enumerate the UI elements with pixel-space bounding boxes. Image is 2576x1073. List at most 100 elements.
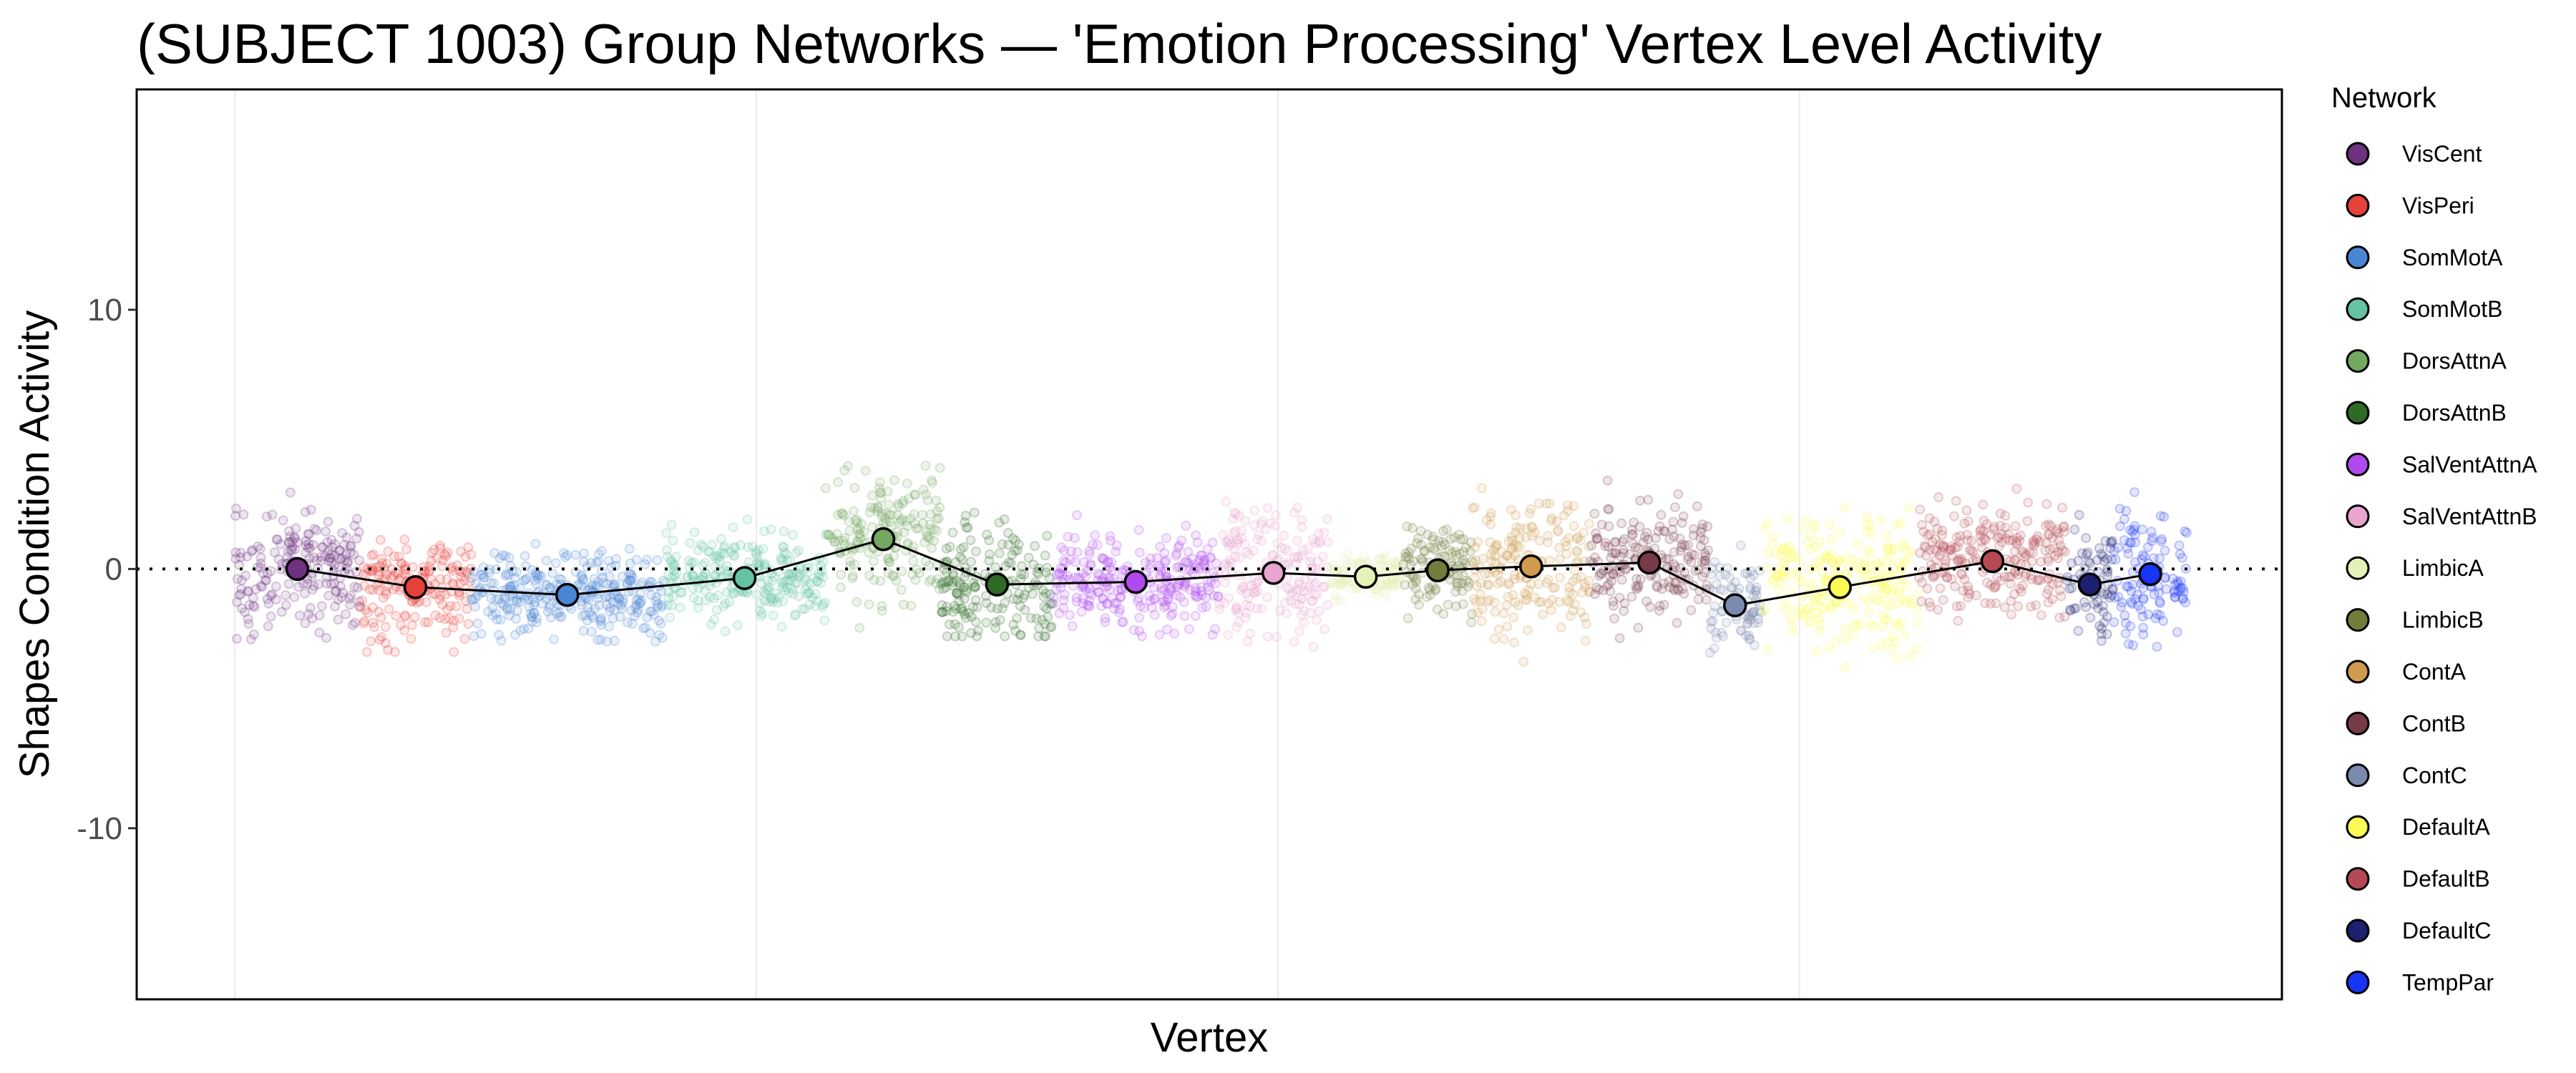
vertex-point [1480,569,1491,579]
vertex-point [726,547,736,557]
vertex-point [1042,531,1053,541]
vertex-point [362,564,373,574]
vertex-point [1223,561,1234,572]
legend-label: DefaultB [2402,866,2490,892]
vertex-point [944,619,955,629]
vertex-point [1279,530,1289,541]
vertex-point [669,559,680,569]
vertex-point [491,594,501,605]
vertex-point [357,595,368,606]
vertex-point [1672,617,1682,628]
vertex-point [570,549,581,560]
vertex-point [700,557,711,568]
vertex-point [1620,564,1631,575]
vertex-point [1544,555,1555,566]
vertex-point [927,543,937,554]
vertex-point [1835,526,1845,537]
vertex-point [1055,563,1066,574]
vertex-point [712,550,723,561]
vertex-point [1518,657,1529,667]
vertex-point [1453,578,1463,589]
vertex-point [2013,601,2024,612]
vertex-point [1166,585,1177,596]
vertex-point [698,542,708,552]
vertex-point [265,566,276,577]
vertex-point [293,582,304,592]
vertex-point [1064,609,1075,620]
vertex-point [354,555,364,566]
vertex-point [2110,554,2121,565]
vertex-point [883,499,894,510]
legend-item-ContC: ContC [2346,763,2467,788]
vertex-point [1978,499,1989,510]
legend-swatch [2346,142,2370,166]
vertex-point [789,610,800,621]
vertex-point [689,527,700,538]
vertex-point [1071,592,1082,603]
vertex-point [1703,545,1713,556]
vertex-point [242,552,253,562]
vertex-point [909,509,919,519]
vertex-point [1828,557,1838,567]
vertex-point [1589,509,1600,519]
vertex-point [614,594,625,604]
vertex-point [2155,511,2166,521]
vertex-point [349,520,360,531]
legend-swatch [2346,504,2370,529]
vertex-point [456,572,467,582]
vertex-point [1610,537,1621,548]
vertex-point [824,530,834,540]
vertex-point [847,573,857,584]
vertex-point [721,587,732,597]
vertex-point [396,619,406,630]
vertex-point [342,557,353,568]
vertex-point [541,555,552,566]
vertex-point [2121,506,2132,516]
vertex-point [763,582,774,592]
vertex-point [1294,626,1304,637]
vertex-point [1443,599,1453,610]
vertex-point [872,506,883,516]
vertex-point [1166,610,1176,621]
vertex-point [486,578,497,589]
vertex-point [1184,624,1194,635]
vertex-point [631,554,642,565]
vertex-point [1337,580,1347,591]
vertex-point [488,578,499,589]
vertex-point [260,575,270,585]
vertex-point [316,552,326,562]
vertex-point [243,586,253,597]
vertex-point [1523,625,1533,636]
vertex-point [380,622,391,632]
chart-title: (SUBJECT 1003) Group Networks — 'Emotion… [137,12,2102,75]
vertex-point [1241,547,1252,557]
vertex-point [785,575,796,585]
vertex-point [340,555,351,566]
vertex-point [234,559,244,570]
points-SomMotB [660,514,831,637]
vertex-point [441,574,452,584]
vertex-point [399,625,410,636]
vertex-point [875,487,885,498]
vertex-point [631,595,642,605]
vertex-point [534,570,545,581]
vertex-point [523,623,534,634]
vertex-point [531,617,542,628]
vertex-point [2032,575,2043,586]
vertex-point [1230,551,1241,562]
vertex-point [351,514,362,524]
vertex-point [955,552,965,562]
vertex-point [1115,604,1126,614]
vertex-point [291,523,301,534]
vertex-point [1659,526,1670,536]
vertex-point [2094,543,2104,554]
vertex-point [2085,612,2096,623]
vertex-point [1932,524,1943,534]
vertex-point [854,529,864,539]
vertex-point [255,562,266,573]
vertex-point [957,631,967,642]
vertex-point [608,597,618,607]
vertex-point [447,562,457,572]
vertex-point [2000,511,2011,521]
vertex-point [608,589,619,600]
